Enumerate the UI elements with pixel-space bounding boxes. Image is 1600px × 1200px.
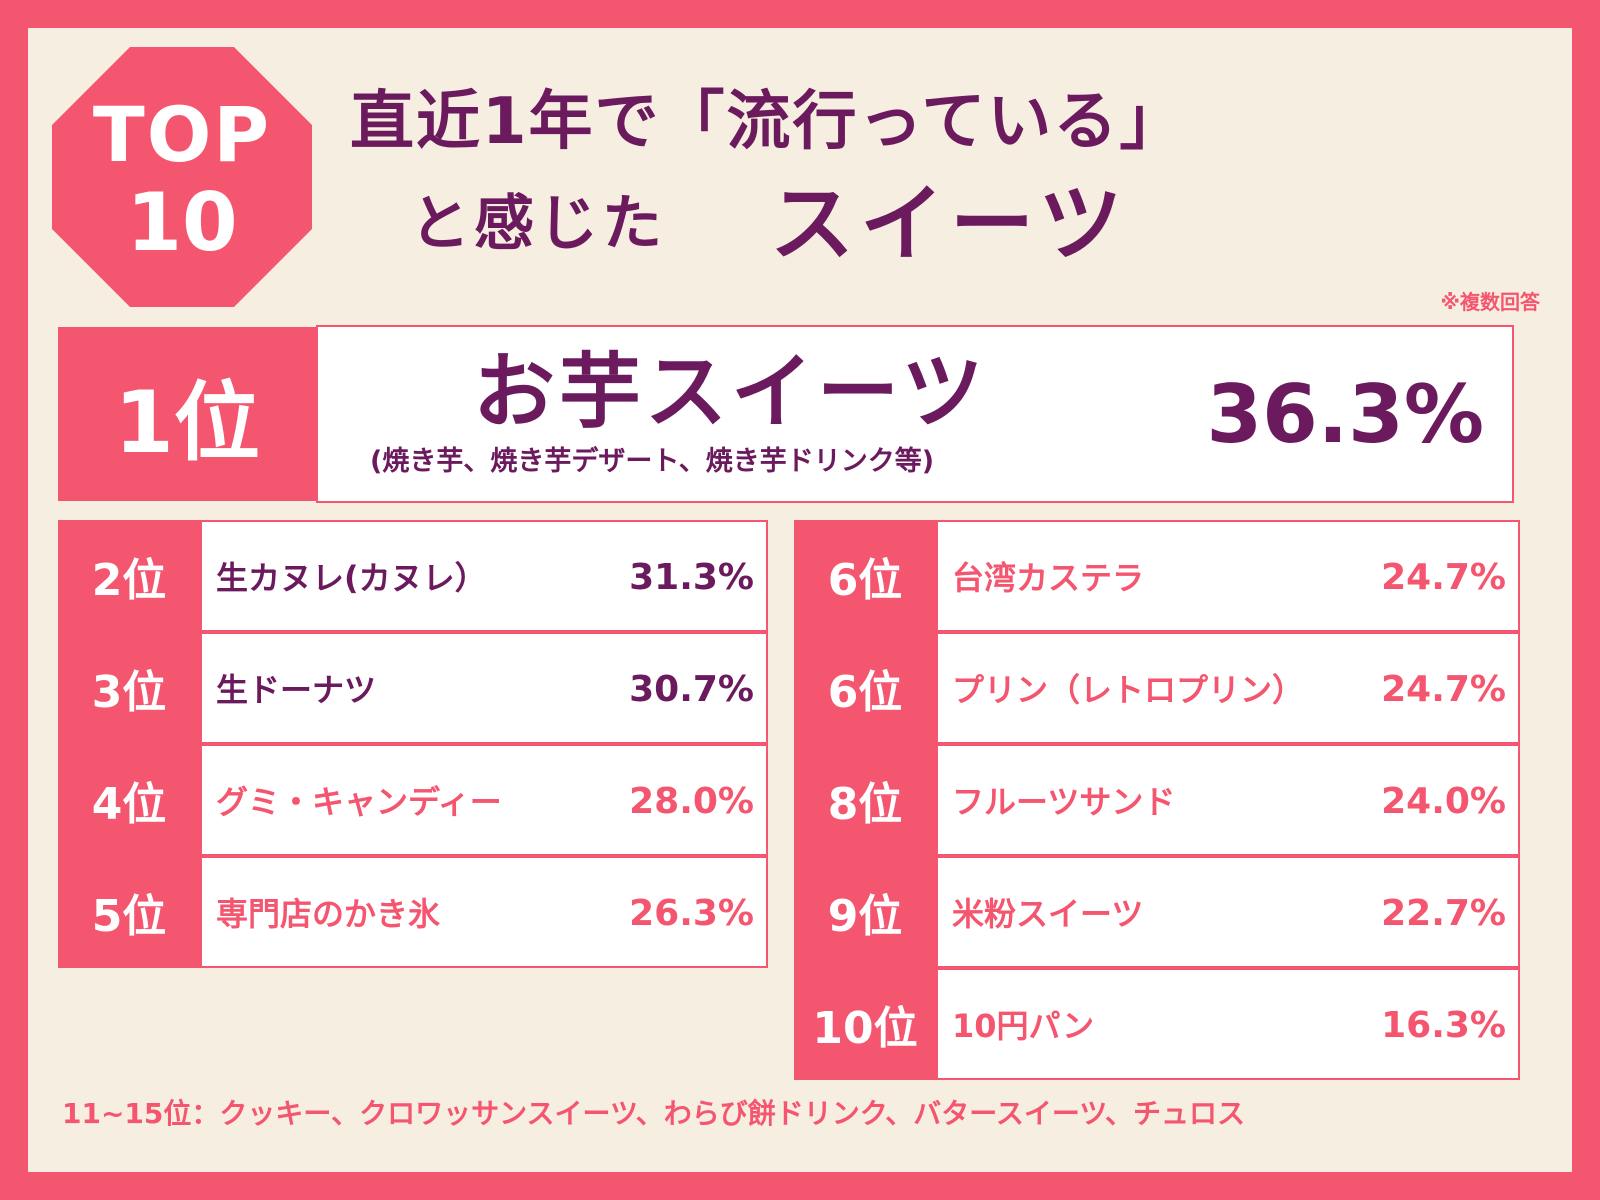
item-percent: 31.3%: [629, 557, 754, 598]
first-rank-label: 1位: [58, 327, 316, 501]
item-percent: 22.7%: [1381, 893, 1506, 934]
ranking-item-card: フルーツサンド 24.0%: [936, 744, 1520, 856]
item-name: 米粉スイーツ: [952, 895, 1144, 933]
badge-number-label: 10: [126, 176, 238, 269]
first-item-subtitle: (焼き芋、焼き芋デザート、焼き芋ドリンク等): [370, 446, 935, 477]
multiple-answer-note: ※複数回答: [1440, 290, 1540, 314]
item-percent: 24.7%: [1381, 669, 1506, 710]
item-name: 生カヌレ(カヌレ）: [216, 559, 487, 597]
item-percent: 28.0%: [629, 781, 754, 822]
first-place-card: お芋スイーツ (焼き芋、焼き芋デザート、焼き芋ドリンク等) 36.3%: [316, 325, 1514, 503]
title-highlight: スイーツ: [770, 175, 1129, 273]
first-item-name: お芋スイーツ: [473, 345, 988, 440]
rank-label: 10位: [794, 968, 936, 1080]
item-name: 台湾カステラ: [952, 559, 1145, 597]
item-percent: 24.7%: [1381, 557, 1506, 598]
rank-label: 3位: [58, 632, 200, 744]
ranking-item-card: グミ・キャンディー 28.0%: [200, 744, 768, 856]
rank-label: 5位: [58, 856, 200, 968]
first-item-percent: 36.3%: [1206, 368, 1484, 461]
item-name: グミ・キャンディー: [216, 783, 502, 821]
ranking-item-card: プリン（レトロプリン） 24.7%: [936, 632, 1520, 744]
title-line-1: 直近1年で「流行っている」: [350, 85, 1186, 159]
rank-label: 6位: [794, 520, 936, 632]
item-name: 10円パン: [952, 1007, 1095, 1045]
ranking-item-card: 生カヌレ(カヌレ） 31.3%: [200, 520, 768, 632]
title-line-2: と感じた: [410, 189, 666, 259]
item-name: プリン（レトロプリン）: [952, 671, 1305, 709]
rank-label: 4位: [58, 744, 200, 856]
rank-label: 9位: [794, 856, 936, 968]
item-percent: 16.3%: [1381, 1005, 1506, 1046]
item-name: 専門店のかき氷: [216, 895, 441, 933]
ranking-item-card: 10円パン 16.3%: [936, 968, 1520, 1080]
footer-ranks-11-15: 11~15位：クッキー、クロワッサンスイーツ、わらび餅ドリンク、バタースイーツ、…: [62, 1097, 1246, 1130]
ranking-item-card: 生ドーナツ 30.7%: [200, 632, 768, 744]
item-name: 生ドーナツ: [216, 671, 377, 709]
ranking-item-card: 台湾カステラ 24.7%: [936, 520, 1520, 632]
ranking-item-card: 専門店のかき氷 26.3%: [200, 856, 768, 968]
item-name: フルーツサンド: [952, 783, 1176, 821]
item-percent: 30.7%: [629, 669, 754, 710]
item-percent: 26.3%: [629, 893, 754, 934]
rank-label: 8位: [794, 744, 936, 856]
rank-label: 6位: [794, 632, 936, 744]
top10-badge: TOP 10: [52, 47, 312, 307]
badge-top-label: TOP: [92, 90, 272, 179]
ranking-item-card: 米粉スイーツ 22.7%: [936, 856, 1520, 968]
item-percent: 24.0%: [1381, 781, 1506, 822]
rank-label: 2位: [58, 520, 200, 632]
